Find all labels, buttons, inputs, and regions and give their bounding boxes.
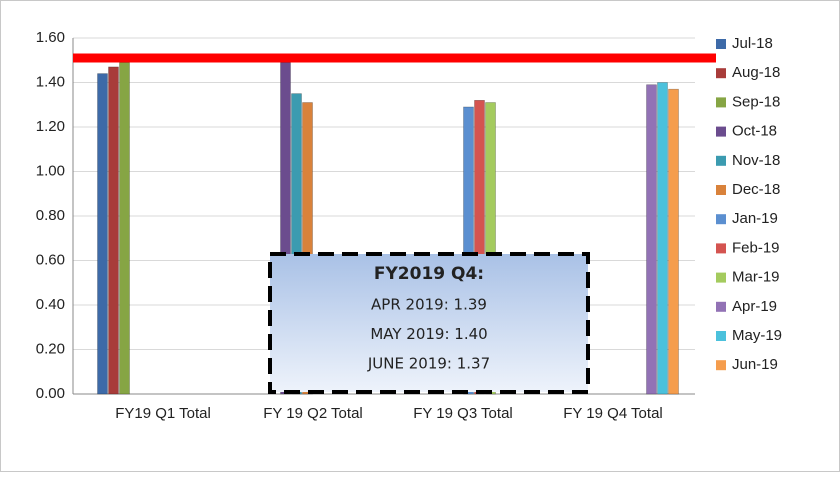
annotation-title: FY2019 Q4: [374, 264, 484, 284]
bar [657, 82, 668, 395]
bar [302, 102, 313, 395]
y-tick-label: 1.20 [36, 118, 65, 135]
annotation-line: JUNE 2019: 1.37 [367, 355, 490, 373]
legend-swatch [716, 185, 726, 195]
y-tick-label: 0.60 [36, 251, 65, 268]
legend-swatch [716, 301, 726, 312]
legend-swatch [716, 272, 726, 283]
legend-label: Jun-19 [732, 356, 778, 373]
bar [463, 106, 474, 395]
y-tick-label: 1.00 [36, 162, 65, 179]
legend-label: Sep-18 [732, 93, 780, 110]
x-tick-label: FY 19 Q4 Total [563, 405, 663, 422]
x-tick-label: FY19 Q1 Total [115, 405, 211, 422]
legend-swatch [716, 68, 726, 79]
legend-label: Oct-18 [732, 123, 777, 140]
annotation-line: APR 2019: 1.39 [371, 296, 487, 314]
legend-label: May-19 [732, 327, 782, 344]
legend-swatch [716, 126, 726, 137]
y-tick-label: 1.40 [36, 73, 65, 90]
x-tick-label: FY 19 Q2 Total [263, 405, 363, 422]
y-tick-label: 0.20 [36, 340, 65, 357]
bar [646, 84, 657, 395]
bar [97, 73, 108, 395]
legend-label: Aug-18 [732, 64, 780, 81]
y-tick-label: 0.00 [36, 385, 65, 402]
legend-swatch [716, 97, 726, 108]
legend-label: Nov-18 [732, 152, 780, 169]
annotation-line: MAY 2019: 1.40 [370, 325, 487, 343]
legend-swatch [716, 155, 726, 166]
x-tick-label: FY 19 Q3 Total [413, 405, 513, 422]
legend-swatch [716, 214, 726, 225]
y-tick-label: 1.60 [36, 29, 65, 46]
legend-label: Feb-19 [732, 239, 780, 256]
legend-swatch [716, 39, 726, 49]
bar [108, 66, 119, 395]
bar [119, 62, 130, 395]
legend-swatch [716, 360, 726, 371]
legend-swatch [716, 243, 726, 254]
legend-label: Jan-19 [732, 210, 778, 227]
legend-label: Jul-18 [732, 35, 773, 52]
legend-label: Apr-19 [732, 298, 777, 315]
annotation-box [268, 252, 590, 394]
legend-label: Mar-19 [732, 269, 780, 286]
legend-label: Dec-18 [732, 181, 780, 198]
y-tick-label: 0.40 [36, 296, 65, 313]
bar [668, 88, 679, 395]
legend-swatch [716, 331, 726, 341]
y-tick-label: 0.80 [36, 207, 65, 224]
